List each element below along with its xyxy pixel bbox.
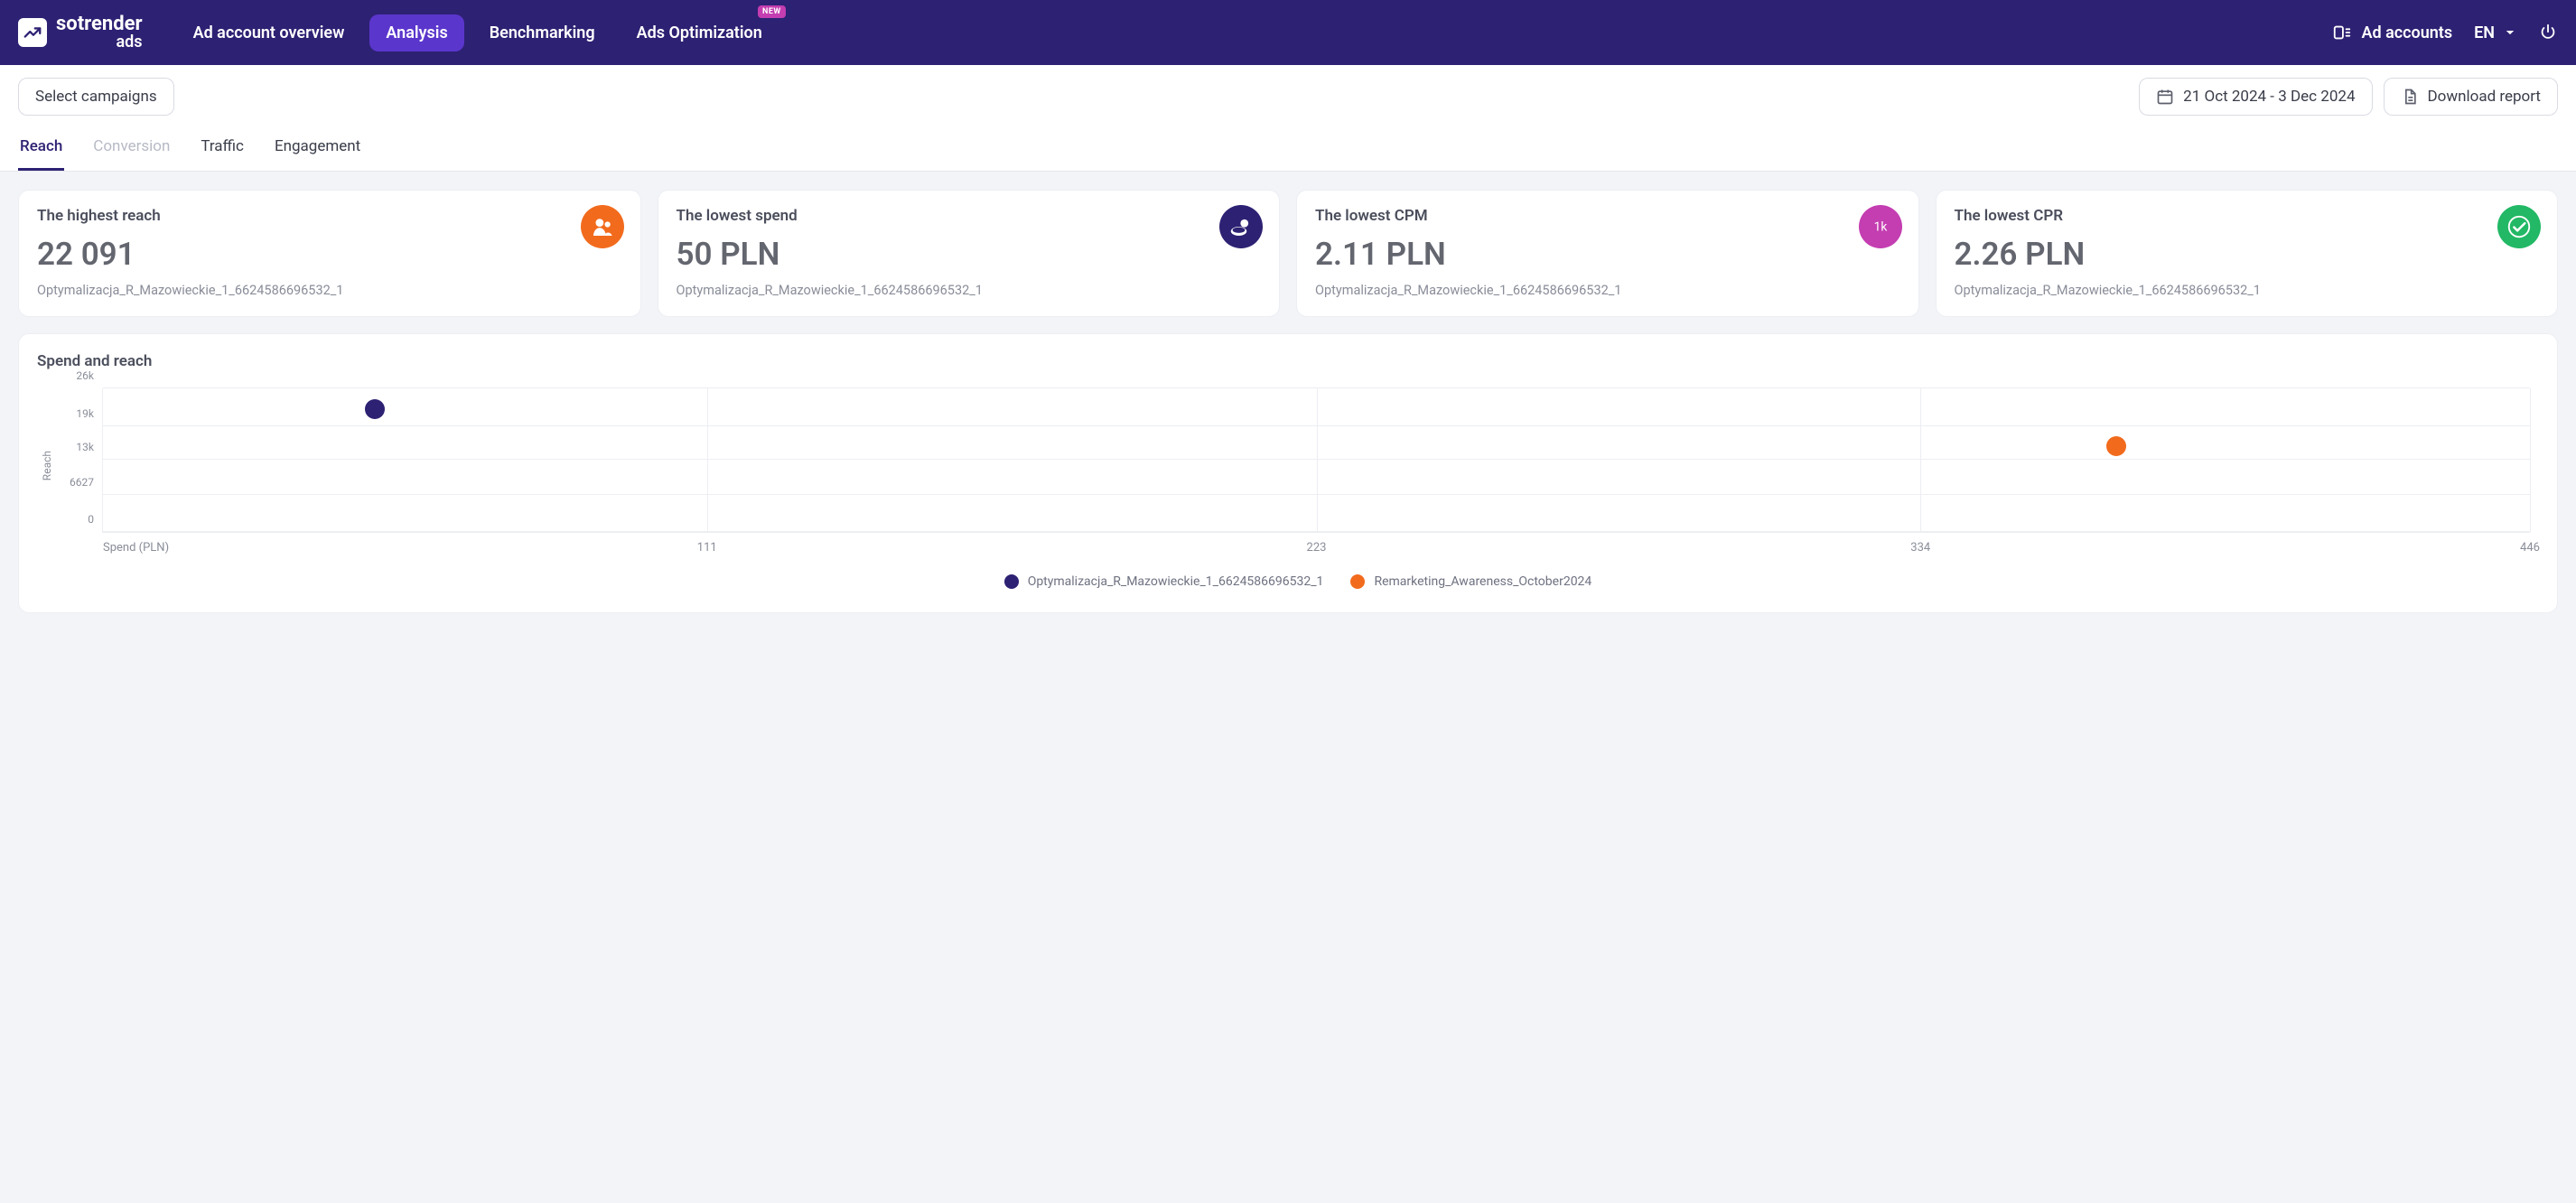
legend-dot	[1350, 574, 1365, 589]
nav-items: Ad account overview Analysis Benchmarking A…	[177, 14, 779, 51]
metric-subtext: Optymalizacja_R_Mazowieckie_1_6624586696…	[1315, 282, 1900, 300]
metrics-row: The highest reach 22 091 Optymalizacja_R_M…	[18, 190, 2558, 317]
metric-value: 2.26 PLN	[1955, 236, 2540, 273]
chart-x-axis-label: Spend (PLN)	[103, 532, 169, 555]
chart-legend: Optymalizacja_R_Mazowieckie_1_6624586696…	[57, 574, 2539, 589]
x-tick-label: 446	[2520, 532, 2540, 555]
gridline-v	[1317, 388, 1318, 532]
coin-icon-wrap	[1219, 205, 1263, 248]
spend-and-reach-chart: Spend and reach Reach Spend (PLN) 066271…	[18, 333, 2558, 613]
y-tick-label: 0	[88, 513, 103, 526]
power-icon	[2538, 23, 2558, 42]
legend-dot	[1004, 574, 1019, 589]
metric-title: The highest reach	[37, 207, 622, 225]
coin-icon	[1227, 213, 1255, 240]
date-range-button[interactable]: 21 Oct 2024 - 3 Dec 2024	[2139, 78, 2372, 116]
chart-plot-area: Spend (PLN) 0662713k19k26k111223334446	[102, 388, 2530, 533]
chart-y-axis-label: Reach	[37, 451, 57, 480]
metric-subtext: Optymalizacja_R_Mazowieckie_1_6624586696…	[1955, 282, 2540, 300]
date-range-label: 21 Oct 2024 - 3 Dec 2024	[2183, 88, 2355, 106]
y-tick-label: 19k	[76, 407, 103, 420]
y-tick-label: 13k	[76, 441, 103, 453]
top-nav: sotrender ads Ad account overview Analysi…	[0, 0, 2576, 65]
metric-value: 50 PLN	[677, 236, 1262, 273]
metric-card: The lowest CPR 2.26 PLN Optymalizacja_R_Ma…	[1936, 190, 2559, 317]
metric-title: The lowest spend	[677, 207, 1262, 225]
1k-icon: 1k	[1867, 213, 1894, 240]
metric-title: The lowest CPR	[1955, 207, 2540, 225]
power-button[interactable]	[2538, 23, 2558, 42]
trend-up-icon	[23, 23, 42, 42]
gridline-v	[707, 388, 708, 532]
nav-item-label: Benchmarking	[490, 23, 595, 42]
caret-down-icon	[2504, 26, 2516, 39]
tab-conversion: Conversion	[91, 128, 172, 171]
brand-logo[interactable]: sotrender ads	[18, 15, 143, 50]
select-campaigns-label: Select campaigns	[35, 88, 157, 106]
language-selector[interactable]: EN	[2474, 23, 2516, 42]
metric-card: The highest reach 22 091 Optymalizacja_R_M…	[18, 190, 641, 317]
svg-text:1k: 1k	[1873, 219, 1887, 234]
nav-item-benchmarking[interactable]: Benchmarking	[473, 14, 611, 51]
download-report-label: Download report	[2428, 88, 2542, 106]
select-campaigns-button[interactable]: Select campaigns	[18, 78, 174, 116]
chart-point[interactable]	[365, 399, 385, 419]
check-icon	[2506, 213, 2533, 240]
tab-reach[interactable]: Reach	[18, 128, 64, 171]
check-icon-wrap	[2497, 205, 2541, 248]
calendar-icon	[2156, 88, 2174, 106]
metric-title: The lowest CPM	[1315, 207, 1900, 225]
metric-value: 2.11 PLN	[1315, 236, 1900, 273]
chart-title: Spend and reach	[37, 352, 2539, 370]
metric-card: The lowest CPM 2.11 PLN Optymalizacja_R_Ma…	[1296, 190, 1919, 317]
brand-logo-mark	[18, 18, 47, 47]
download-report-button[interactable]: Download report	[2384, 78, 2559, 116]
1k-icon-wrap: 1k	[1859, 205, 1902, 248]
chart-point[interactable]	[2106, 436, 2126, 456]
ad-accounts-button[interactable]: Ad accounts	[2332, 23, 2452, 42]
brand-logo-text: sotrender ads	[56, 15, 143, 50]
tab-engagement[interactable]: Engagement	[273, 128, 362, 171]
metric-subtext: Optymalizacja_R_Mazowieckie_1_6624586696…	[677, 282, 1262, 300]
metric-card: The lowest spend 50 PLN Optymalizacja_R_Ma…	[658, 190, 1281, 317]
x-tick-label: 111	[697, 532, 717, 555]
nav-right: Ad accounts EN	[2332, 23, 2558, 42]
ad-accounts-label: Ad accounts	[2361, 23, 2452, 42]
nav-item-analysis[interactable]: Analysis	[369, 14, 463, 51]
x-tick-label: 334	[1910, 532, 1930, 555]
content: The highest reach 22 091 Optymalizacja_R_M…	[0, 172, 2576, 631]
x-tick-label: 223	[1307, 532, 1327, 555]
toolbar: Select campaigns 21 Oct 2024 - 3 Dec 202…	[0, 65, 2576, 172]
legend-item[interactable]: Remarketing_Awareness_October2024	[1350, 574, 1591, 589]
nav-item-ad-account-overview[interactable]: Ad account overview	[177, 14, 361, 51]
nav-item-ads-optimization[interactable]: Ads OptimizationNEW	[621, 14, 779, 51]
gridline-v	[2530, 388, 2531, 532]
nav-item-label: Analysis	[386, 23, 447, 42]
gridline-v	[1920, 388, 1921, 532]
language-label: EN	[2474, 23, 2495, 42]
tabs: Reach Conversion Traffic Engagement	[18, 128, 2558, 171]
nav-item-label: Ads Optimization	[637, 23, 762, 42]
tab-traffic[interactable]: Traffic	[199, 128, 246, 171]
y-tick-label: 26k	[76, 369, 103, 382]
metric-subtext: Optymalizacja_R_Mazowieckie_1_6624586696…	[37, 282, 622, 300]
y-tick-label: 6627	[70, 476, 103, 489]
new-badge: NEW	[758, 5, 786, 18]
legend-label: Optymalizacja_R_Mazowieckie_1_6624586696…	[1028, 574, 1324, 589]
legend-item[interactable]: Optymalizacja_R_Mazowieckie_1_6624586696…	[1004, 574, 1324, 589]
nav-item-label: Ad account overview	[193, 23, 345, 42]
people-icon-wrap	[581, 205, 624, 248]
document-icon	[2401, 88, 2419, 106]
people-icon	[589, 213, 616, 240]
metric-value: 22 091	[37, 236, 622, 273]
legend-label: Remarketing_Awareness_October2024	[1374, 574, 1591, 589]
accounts-icon	[2332, 23, 2352, 42]
